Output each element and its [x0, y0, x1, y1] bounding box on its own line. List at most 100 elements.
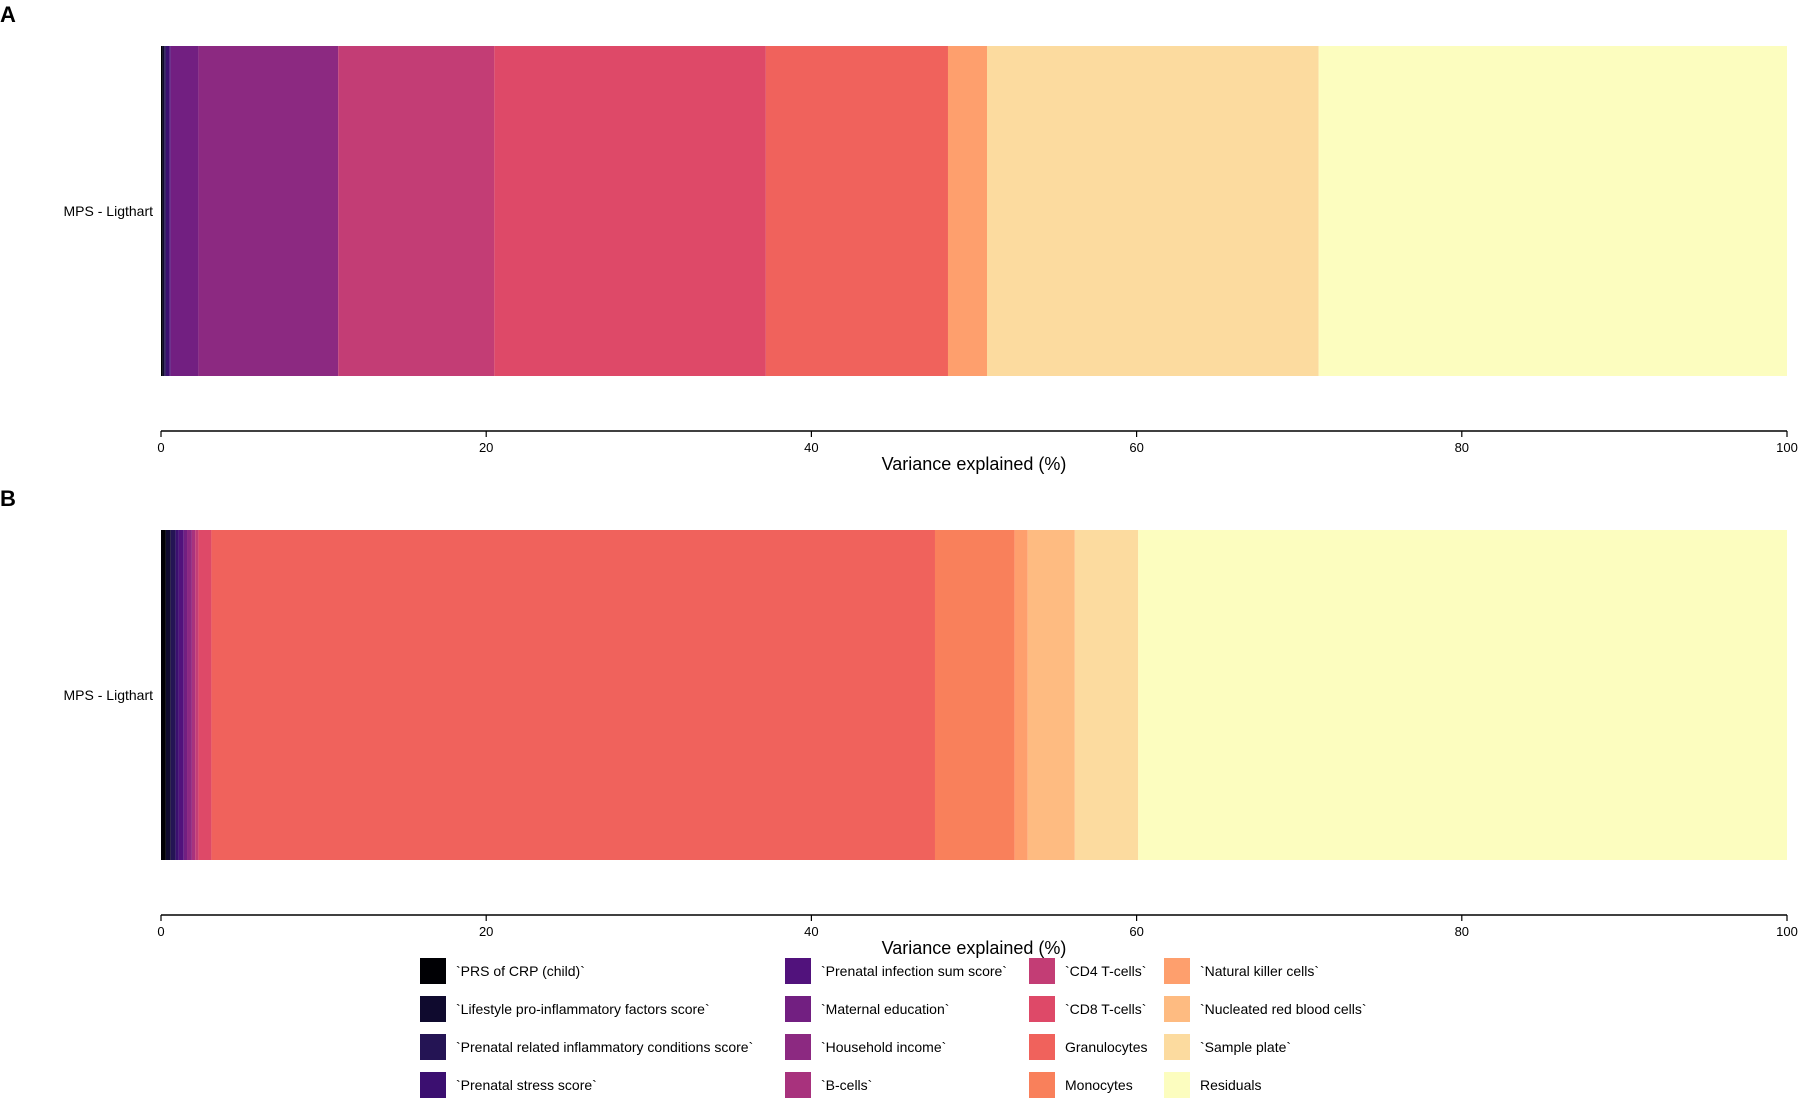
x-tick-label: 60 [1129, 924, 1143, 939]
bar-segment: `Sample plate`: 20.4 [987, 46, 1319, 376]
panel-label: A [0, 2, 16, 27]
legend-label: `Sample plate` [1200, 1039, 1291, 1055]
legend-swatch [1164, 1072, 1190, 1098]
x-tick-label: 20 [479, 440, 493, 455]
legend-swatch [1029, 1072, 1055, 1098]
bar-segment: `B-cells`: 0.2 [191, 530, 196, 860]
panels: A MPS - Ligthart `PRS of CRP (child)`: 0.1… [0, 2, 1798, 958]
x-tick-label: 0 [157, 924, 164, 939]
legend-label: `Nucleated red blood cells` [1200, 1001, 1367, 1017]
legend-label: `Natural killer cells` [1200, 963, 1319, 979]
legend-item: `Sample plate` [1164, 1034, 1291, 1060]
legend-label: `Lifestyle pro-inflammatory factors scor… [456, 1001, 710, 1017]
bar-segment: Granulocytes: 44.5 [211, 530, 935, 860]
legend-item: `Natural killer cells` [1164, 958, 1319, 984]
legend-swatch [1164, 1034, 1190, 1060]
bar-segment: `Prenatal infection sum score`: 0.3 [178, 530, 184, 860]
x-tick-label: 60 [1129, 440, 1143, 455]
x-tick-label: 100 [1776, 924, 1798, 939]
legend-swatch [1164, 996, 1190, 1022]
legend-label: `Prenatal related inflammatory condition… [456, 1039, 753, 1055]
legend: `PRS of CRP (child)` `Lifestyle pro-infla… [420, 958, 1367, 1098]
legend-item: `Prenatal stress score` [420, 1072, 597, 1098]
legend-item: `CD4 T-cells` [1029, 958, 1146, 984]
bar-segment: Monocytes: 4.9 [934, 530, 1015, 860]
panel-label: B [0, 486, 16, 511]
bar-segment: `Lifestyle pro-inflammatory factors scor… [165, 530, 171, 860]
legend-swatch [785, 996, 811, 1022]
x-tick-label: 80 [1455, 440, 1469, 455]
bar-segment: `Prenatal related inflammatory condition… [170, 530, 176, 860]
bar-segment: Residuals: 39.9 [1138, 530, 1787, 860]
bar-segment: `Nucleated red blood cells`: 2.9 [1027, 530, 1075, 860]
x-tick-label: 40 [804, 440, 818, 455]
bar-segment: `CD4 T-cells`: 0.2 [195, 530, 199, 860]
bar-segment: `Prenatal stress score`: 0.2 [165, 46, 170, 376]
bar-segment: `CD8 T-cells`: 0.8 [198, 530, 212, 860]
legend-swatch [420, 958, 446, 984]
bar-segment: `Sample plate`: 3.9 [1074, 530, 1139, 860]
legend-label: `PRS of CRP (child)` [456, 963, 585, 979]
legend-swatch [420, 1072, 446, 1098]
bar-segment: Granulocytes: 11.2 [765, 46, 948, 376]
x-tick-label: 80 [1455, 924, 1469, 939]
bar-segment: `Lifestyle pro-inflammatory factors scor… [162, 46, 165, 376]
legend-label: `Prenatal infection sum score` [821, 963, 1007, 979]
legend-label: `Household income` [821, 1039, 946, 1055]
bar-segment: Residuals: 28.8 [1318, 46, 1787, 376]
legend-item: `Maternal education` [785, 996, 949, 1022]
legend-swatch [1029, 996, 1055, 1022]
legend-label: Granulocytes [1065, 1039, 1147, 1055]
legend-swatch [420, 996, 446, 1022]
bar-segment: `CD8 T-cells`: 16.7 [494, 46, 766, 376]
x-axis-title: Variance explained (%) [882, 938, 1067, 958]
legend-item: `Household income` [785, 1034, 946, 1060]
legend-item: `Nucleated red blood cells` [1164, 996, 1367, 1022]
panel-a: A MPS - Ligthart `PRS of CRP (child)`: 0.1… [0, 2, 1798, 474]
category-label: MPS - Ligthart [64, 203, 154, 219]
bar-segment: `Prenatal stress score`: 0.2 [175, 530, 179, 860]
legend-label: Monocytes [1065, 1077, 1133, 1093]
legend-swatch [420, 1034, 446, 1060]
bar-segment: `PRS of CRP (child)`: 0.1 [161, 46, 163, 376]
legend-label: `Prenatal stress score` [456, 1077, 597, 1093]
legend-item: `B-cells` [785, 1072, 872, 1098]
legend-item: Monocytes [1029, 1072, 1133, 1098]
legend-item: Granulocytes [1029, 1034, 1147, 1060]
legend-swatch [785, 1072, 811, 1098]
bar-segment: `Natural killer cells`: 0.8 [1014, 530, 1028, 860]
legend-item: `Prenatal related inflammatory condition… [420, 1034, 753, 1060]
category-label: MPS - Ligthart [64, 687, 154, 703]
legend-label: `CD4 T-cells` [1065, 963, 1146, 979]
bar-segment: `CD4 T-cells`: 9.6 [338, 46, 495, 376]
bar-segment: `Natural killer cells`: 2.4 [947, 46, 987, 376]
legend-swatch [1029, 958, 1055, 984]
legend-label: `B-cells` [821, 1077, 872, 1093]
x-tick-label: 100 [1776, 440, 1798, 455]
legend-item: `PRS of CRP (child)` [420, 958, 585, 984]
legend-item: `CD8 T-cells` [1029, 996, 1146, 1022]
x-axis-title: Variance explained (%) [882, 454, 1067, 474]
x-tick-label: 40 [804, 924, 818, 939]
bar-segment: `Maternal education`: 1.7 [170, 46, 199, 376]
legend-item: Residuals [1164, 1072, 1261, 1098]
legend-item: `Prenatal infection sum score` [785, 958, 1007, 984]
legend-swatch [785, 1034, 811, 1060]
bar-segment: `Household income`: 8.6 [198, 46, 339, 376]
legend-item: `Lifestyle pro-inflammatory factors scor… [420, 996, 710, 1022]
bar-segment: `Household income`: 0.3 [187, 530, 192, 860]
legend-label: Residuals [1200, 1077, 1261, 1093]
panel-b: B MPS - Ligthart `PRS of CRP (child)`: 0.3… [0, 486, 1798, 958]
legend-label: `Maternal education` [821, 1001, 949, 1017]
bar-segment: `PRS of CRP (child)`: 0.3 [161, 530, 166, 860]
bar-segment: `Maternal education`: 0.2 [183, 530, 188, 860]
bar-segment: `Prenatal related inflammatory condition… [164, 46, 166, 376]
legend-label: `CD8 T-cells` [1065, 1001, 1146, 1017]
legend-swatch [1164, 958, 1190, 984]
bar-segment: `Prenatal infection sum score`: 0.1 [169, 46, 171, 376]
legend-swatch [785, 958, 811, 984]
x-tick-label: 0 [157, 440, 164, 455]
x-tick-label: 20 [479, 924, 493, 939]
legend-swatch [1029, 1034, 1055, 1060]
